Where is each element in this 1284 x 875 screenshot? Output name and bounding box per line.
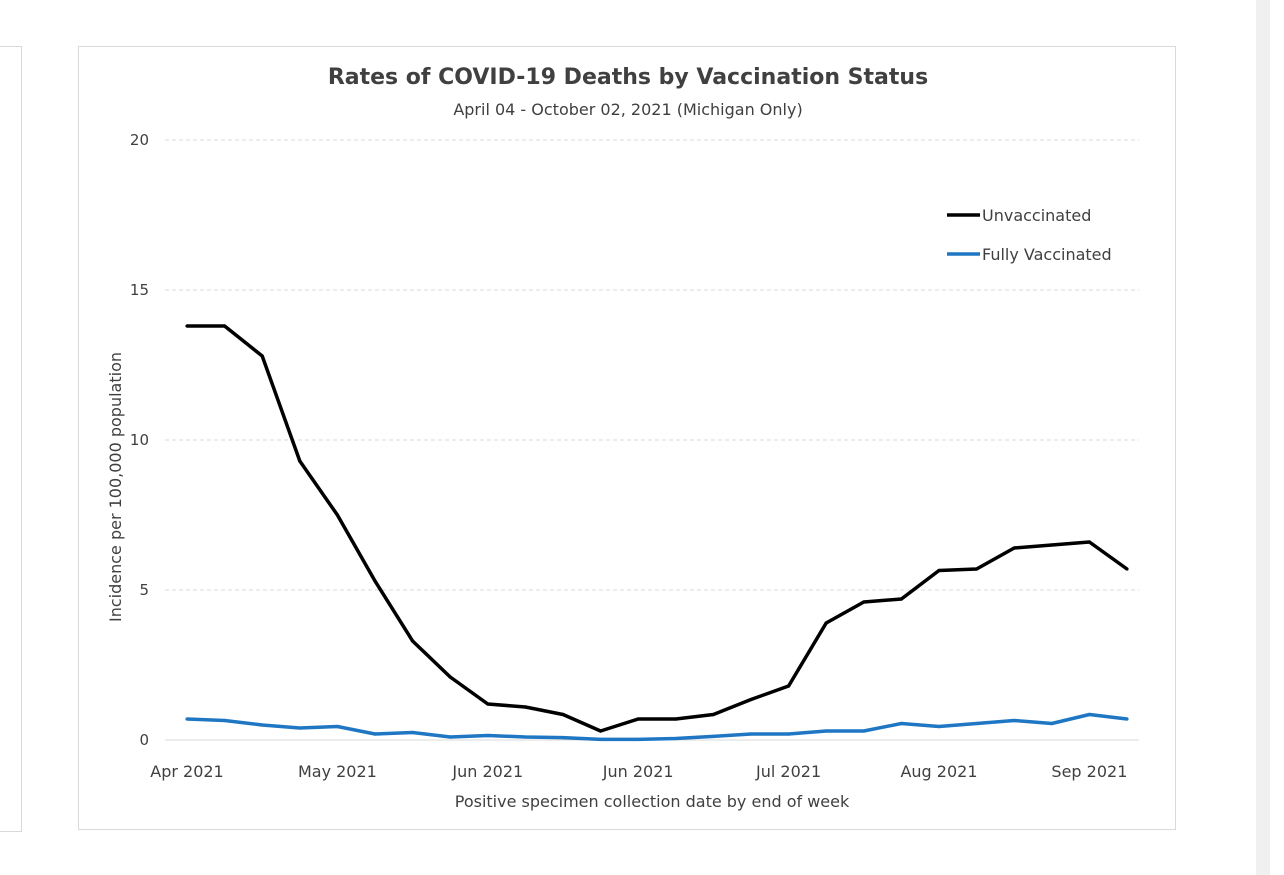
data-point-unvaccinated — [711, 712, 716, 717]
y-tick-label: 0 — [139, 731, 149, 749]
data-point-fully-vaccinated — [787, 732, 791, 736]
x-tick-label: May 2021 — [298, 762, 377, 781]
x-tick-label: Jun 2021 — [451, 762, 523, 781]
data-point-fully-vaccinated — [599, 737, 603, 742]
data-point-fully-vaccinated — [862, 729, 866, 733]
data-point-fully-vaccinated — [1125, 717, 1129, 721]
data-point-fully-vaccinated — [298, 726, 302, 730]
right-edge — [1270, 0, 1284, 875]
gridlines — [165, 139, 1139, 591]
series-points-unvaccinated — [185, 324, 1129, 733]
series-line-fully-vaccinated — [186, 712, 1128, 742]
data-point-unvaccinated — [411, 639, 415, 643]
data-point-fully-vaccinated — [335, 724, 339, 729]
data-point-unvaccinated — [975, 567, 979, 571]
data-point-unvaccinated — [335, 513, 339, 517]
data-point-fully-vaccinated — [674, 736, 678, 741]
data-point-fully-vaccinated — [185, 717, 189, 721]
data-point-fully-vaccinated — [260, 723, 264, 727]
x-tick-label: Sep 2021 — [1051, 762, 1127, 781]
data-point-unvaccinated — [636, 717, 640, 721]
data-point-unvaccinated — [787, 684, 791, 688]
y-tick-label: 15 — [130, 281, 149, 299]
y-tick-label: 5 — [139, 581, 149, 599]
legend: Unvaccinated Fully Vaccinated — [947, 206, 1112, 264]
data-point-unvaccinated — [448, 675, 452, 679]
data-point-unvaccinated — [373, 579, 377, 583]
data-point-unvaccinated — [862, 600, 866, 604]
data-point-fully-vaccinated — [1012, 718, 1016, 723]
legend-label-unvaccinated: Unvaccinated — [982, 206, 1091, 225]
data-point-unvaccinated — [1125, 567, 1129, 571]
data-point-fully-vaccinated — [1050, 721, 1054, 726]
data-point-unvaccinated — [937, 568, 941, 573]
data-point-fully-vaccinated — [561, 736, 565, 740]
data-point-fully-vaccinated — [937, 724, 941, 729]
data-point-unvaccinated — [1012, 546, 1016, 550]
series-line-unvaccinated — [187, 324, 1129, 733]
data-point-fully-vaccinated — [749, 732, 753, 736]
data-point-unvaccinated — [899, 597, 904, 601]
y-axis-title: Incidence per 100,000 population — [106, 352, 125, 622]
data-point-unvaccinated — [749, 697, 753, 702]
data-point-fully-vaccinated — [899, 721, 904, 726]
data-point-fully-vaccinated — [411, 730, 415, 735]
legend-label-fully-vaccinated: Fully Vaccinated — [982, 245, 1112, 264]
x-axis-title: Positive specimen collection date by end… — [455, 792, 850, 811]
x-tick-label: Aug 2021 — [900, 762, 977, 781]
data-point-fully-vaccinated — [223, 718, 227, 723]
data-point-fully-vaccinated — [824, 729, 828, 733]
right-scroll-rail[interactable] — [1256, 0, 1270, 875]
data-point-unvaccinated — [1087, 540, 1091, 544]
data-point-fully-vaccinated — [975, 721, 979, 726]
data-point-unvaccinated — [674, 717, 678, 721]
data-point-unvaccinated — [185, 324, 189, 328]
data-point-unvaccinated — [523, 705, 527, 709]
left-panel-edge — [0, 46, 22, 832]
data-point-unvaccinated — [260, 354, 264, 358]
x-tick-label: Jun 2021 — [602, 762, 674, 781]
data-point-fully-vaccinated — [523, 735, 527, 739]
chart-title: Rates of COVID-19 Deaths by Vaccination … — [328, 65, 928, 90]
data-point-fully-vaccinated — [1087, 712, 1091, 717]
data-point-fully-vaccinated — [636, 737, 640, 742]
x-tick-label: Apr 2021 — [150, 762, 223, 781]
data-point-fully-vaccinated — [448, 735, 452, 739]
chart-svg: Rates of COVID-19 Deaths by Vaccination … — [106, 65, 1139, 811]
data-point-fully-vaccinated — [486, 733, 490, 738]
data-point-unvaccinated — [298, 459, 302, 463]
x-axis-tick-labels: Apr 2021 May 2021 Jun 2021 Jun 2021 Jul 2021… — [150, 762, 1127, 781]
x-tick-label: Jul 2021 — [755, 762, 821, 781]
y-tick-label: 10 — [130, 431, 149, 449]
data-point-fully-vaccinated — [711, 734, 716, 739]
data-point-fully-vaccinated — [373, 732, 377, 736]
y-tick-label: 20 — [130, 131, 149, 149]
series-points-fully-vaccinated — [185, 712, 1129, 742]
data-point-unvaccinated — [1050, 543, 1054, 547]
data-point-unvaccinated — [599, 729, 603, 733]
y-axis-tick-labels: 0 5 10 15 20 — [130, 131, 149, 749]
chart-card: Rates of COVID-19 Deaths by Vaccination … — [78, 46, 1176, 830]
data-point-unvaccinated — [223, 324, 227, 328]
chart-subtitle: April 04 - October 02, 2021 (Michigan On… — [453, 100, 802, 119]
data-point-unvaccinated — [486, 702, 490, 706]
data-point-unvaccinated — [561, 712, 565, 717]
data-point-unvaccinated — [824, 621, 828, 625]
